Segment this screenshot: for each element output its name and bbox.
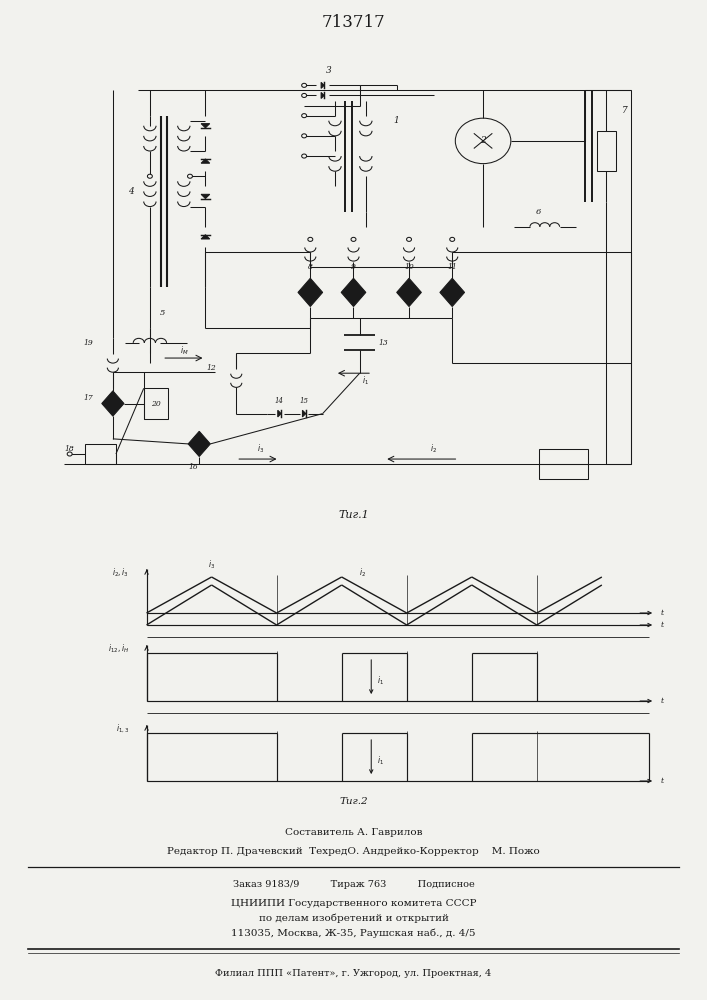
- Text: 8: 8: [308, 263, 312, 271]
- Text: t: t: [661, 777, 664, 785]
- Text: 9: 9: [351, 263, 356, 271]
- Text: 18: 18: [65, 445, 74, 453]
- Polygon shape: [102, 391, 124, 416]
- Circle shape: [351, 237, 356, 241]
- Polygon shape: [341, 278, 366, 307]
- Text: Филиал ППП «Патент», г. Ужгород, ул. Проектная, 4: Филиал ППП «Патент», г. Ужгород, ул. Про…: [216, 969, 491, 978]
- Text: 2: 2: [480, 136, 486, 145]
- Text: Τиг.2: Τиг.2: [339, 796, 368, 806]
- Text: Τиг.1: Τиг.1: [338, 510, 369, 520]
- Text: 4: 4: [129, 187, 134, 196]
- Text: $i_3$: $i_3$: [257, 443, 264, 455]
- Polygon shape: [303, 410, 306, 417]
- Circle shape: [67, 452, 72, 456]
- Text: Составитель А. Гаврилов: Составитель А. Гаврилов: [285, 828, 422, 837]
- Text: 3: 3: [326, 66, 332, 75]
- Text: 20: 20: [151, 399, 161, 408]
- Text: Редактор П. Драчевский  ТехредО. Андрейко-Корректор    М. Пожо: Редактор П. Драчевский ТехредО. Андрейко…: [167, 847, 540, 856]
- Text: ЦНИИПИ Государственного комитета СССР: ЦНИИПИ Государственного комитета СССР: [230, 899, 477, 908]
- Polygon shape: [201, 235, 210, 239]
- Text: $i_1$: $i_1$: [377, 675, 384, 687]
- Bar: [85, 444, 116, 464]
- Circle shape: [302, 114, 307, 118]
- Circle shape: [407, 237, 411, 241]
- Text: $i_M$: $i_M$: [180, 344, 188, 357]
- Text: $i_2$: $i_2$: [359, 566, 366, 579]
- Polygon shape: [201, 124, 210, 128]
- Polygon shape: [397, 278, 421, 307]
- Circle shape: [148, 174, 152, 178]
- Circle shape: [187, 174, 192, 178]
- Bar: [597, 131, 616, 171]
- Text: 12: 12: [206, 364, 216, 372]
- Circle shape: [302, 93, 307, 97]
- Text: 13: 13: [378, 339, 388, 347]
- Text: 11: 11: [448, 263, 457, 271]
- Text: $i_{12},i_H$: $i_{12},i_H$: [107, 643, 129, 655]
- Text: $i_2$: $i_2$: [430, 443, 437, 455]
- Text: 6: 6: [536, 208, 542, 216]
- Text: t: t: [661, 697, 664, 705]
- Circle shape: [302, 83, 307, 87]
- Polygon shape: [321, 82, 325, 88]
- Circle shape: [308, 237, 312, 241]
- Polygon shape: [298, 278, 322, 307]
- Text: $і_1$: $і_1$: [363, 375, 369, 387]
- Circle shape: [302, 134, 307, 138]
- Polygon shape: [278, 410, 281, 417]
- Text: 19: 19: [83, 339, 93, 347]
- Text: $i_3$: $i_3$: [208, 558, 215, 571]
- Text: 7: 7: [622, 106, 628, 115]
- Polygon shape: [188, 431, 211, 457]
- Text: 713717: 713717: [322, 14, 385, 31]
- Text: 5: 5: [160, 309, 165, 317]
- Text: 15: 15: [300, 397, 309, 405]
- Text: Заказ 9183/9          Тираж 763          Подписное: Заказ 9183/9 Тираж 763 Подписное: [233, 880, 474, 889]
- Polygon shape: [201, 159, 210, 163]
- Circle shape: [302, 154, 307, 158]
- Text: 17: 17: [83, 394, 93, 402]
- Polygon shape: [440, 278, 464, 307]
- Bar: [539, 449, 588, 479]
- Text: 113035, Москва, Ж-35, Раушская наб., д. 4/5: 113035, Москва, Ж-35, Раушская наб., д. …: [231, 929, 476, 938]
- Text: $i_2,i_3$: $i_2,i_3$: [112, 567, 129, 579]
- Text: 10: 10: [404, 263, 414, 271]
- Text: $i_1$: $i_1$: [377, 755, 384, 767]
- Polygon shape: [321, 92, 325, 98]
- Text: 16: 16: [188, 463, 198, 471]
- Text: $i_{1,3}$: $i_{1,3}$: [115, 723, 129, 735]
- Text: 1: 1: [394, 116, 399, 125]
- Circle shape: [450, 237, 455, 241]
- Text: 14: 14: [275, 397, 284, 405]
- Text: t: t: [661, 609, 664, 617]
- Polygon shape: [201, 194, 210, 199]
- Text: t: t: [661, 621, 664, 629]
- Text: по делам изобретений и открытий: по делам изобретений и открытий: [259, 914, 448, 923]
- Bar: [144, 388, 168, 419]
